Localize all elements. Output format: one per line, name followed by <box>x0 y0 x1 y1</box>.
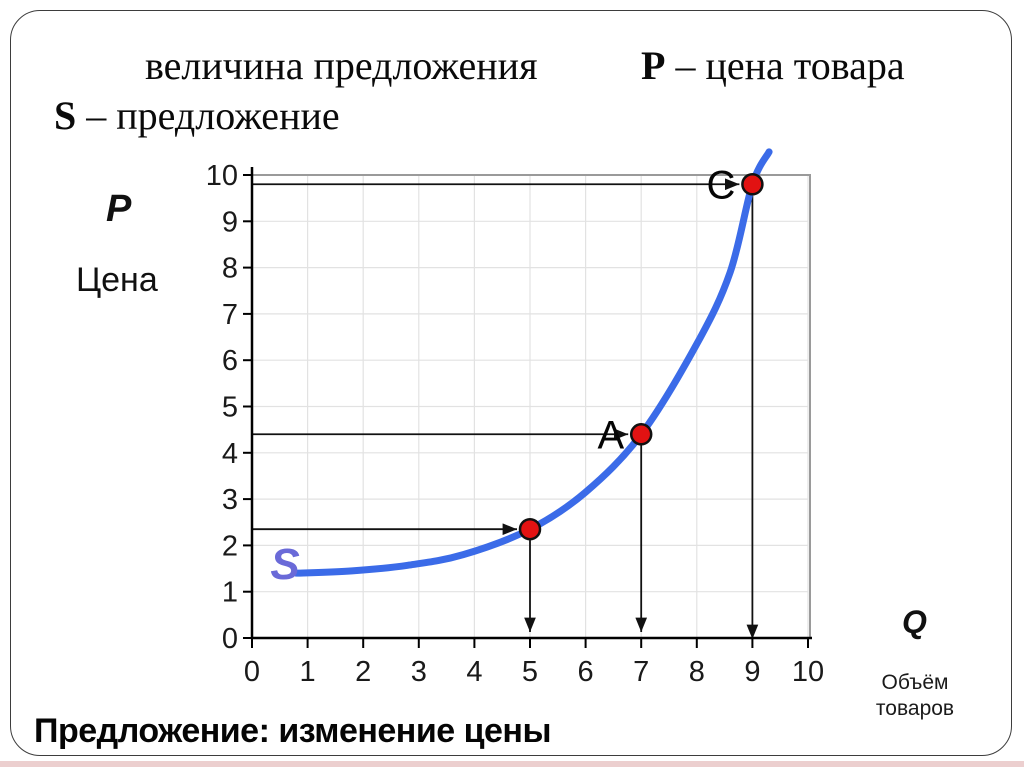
point-marker-A <box>629 423 653 446</box>
legend-p-text: – цена товара <box>665 43 905 88</box>
y-tick-10: 10 <box>206 160 238 192</box>
y-tick-5: 5 <box>222 392 238 424</box>
y-tick-9: 9 <box>222 206 238 238</box>
y-axis-symbol: P <box>106 188 132 230</box>
point-label-A: A <box>598 413 625 457</box>
title-term: величина предложения <box>145 43 538 88</box>
x-tick-7: 7 <box>633 656 649 688</box>
point-marker-C <box>741 173 764 196</box>
x-axis-name-line1: Объём <box>881 671 949 694</box>
point-marker-b <box>518 517 542 541</box>
footer-caption: Предложение: изменение цены <box>34 712 552 750</box>
y-axis-name: Цена <box>76 261 158 299</box>
point-label-C: C <box>707 163 736 207</box>
plot-border <box>252 174 811 638</box>
y-tick-3: 3 <box>222 484 238 516</box>
y-tick-6: 6 <box>222 345 238 377</box>
legend-p-symbol: P <box>641 43 666 88</box>
x-tick-0: 0 <box>244 656 260 688</box>
axes <box>250 167 812 640</box>
x-axis-name: Объём товаров <box>853 670 977 722</box>
legend-s-text: – предложение <box>76 93 340 138</box>
title-legend-p: P – цена товара <box>641 42 905 89</box>
title-line1: величина предложения <box>145 42 537 89</box>
y-tick-2: 2 <box>222 530 238 562</box>
x-tick-1: 1 <box>300 656 316 688</box>
bottom-strip <box>0 761 1024 767</box>
slide-border <box>10 10 1012 756</box>
title-legend-s: S – предложение <box>54 92 340 139</box>
x-tick-9: 9 <box>744 656 760 688</box>
x-tick-10: 10 <box>792 656 824 688</box>
x-tick-2: 2 <box>355 656 371 688</box>
x-tick-4: 4 <box>466 656 482 688</box>
y-tick-8: 8 <box>222 253 238 285</box>
tick-labels: 0 1 2 3 4 5 6 7 8 9 10 0 1 2 3 4 5 6 7 8 9 10 <box>206 160 824 688</box>
y-tick-4: 4 <box>222 438 238 470</box>
x-tick-3: 3 <box>411 656 427 688</box>
legend-s-symbol: S <box>54 93 77 138</box>
x-tick-5: 5 <box>522 656 538 688</box>
y-tick-0: 0 <box>222 623 238 655</box>
x-tick-6: 6 <box>578 656 594 688</box>
curve-label-s: S <box>270 540 299 589</box>
y-tick-7: 7 <box>222 299 238 331</box>
supply-curve <box>292 148 773 577</box>
x-axis-name-line2: товаров <box>875 697 955 720</box>
axis-ticks <box>243 174 809 648</box>
x-tick-8: 8 <box>689 656 705 688</box>
y-tick-1: 1 <box>222 577 238 609</box>
x-axis-symbol: Q <box>902 604 927 640</box>
guide-arrows <box>253 178 759 639</box>
